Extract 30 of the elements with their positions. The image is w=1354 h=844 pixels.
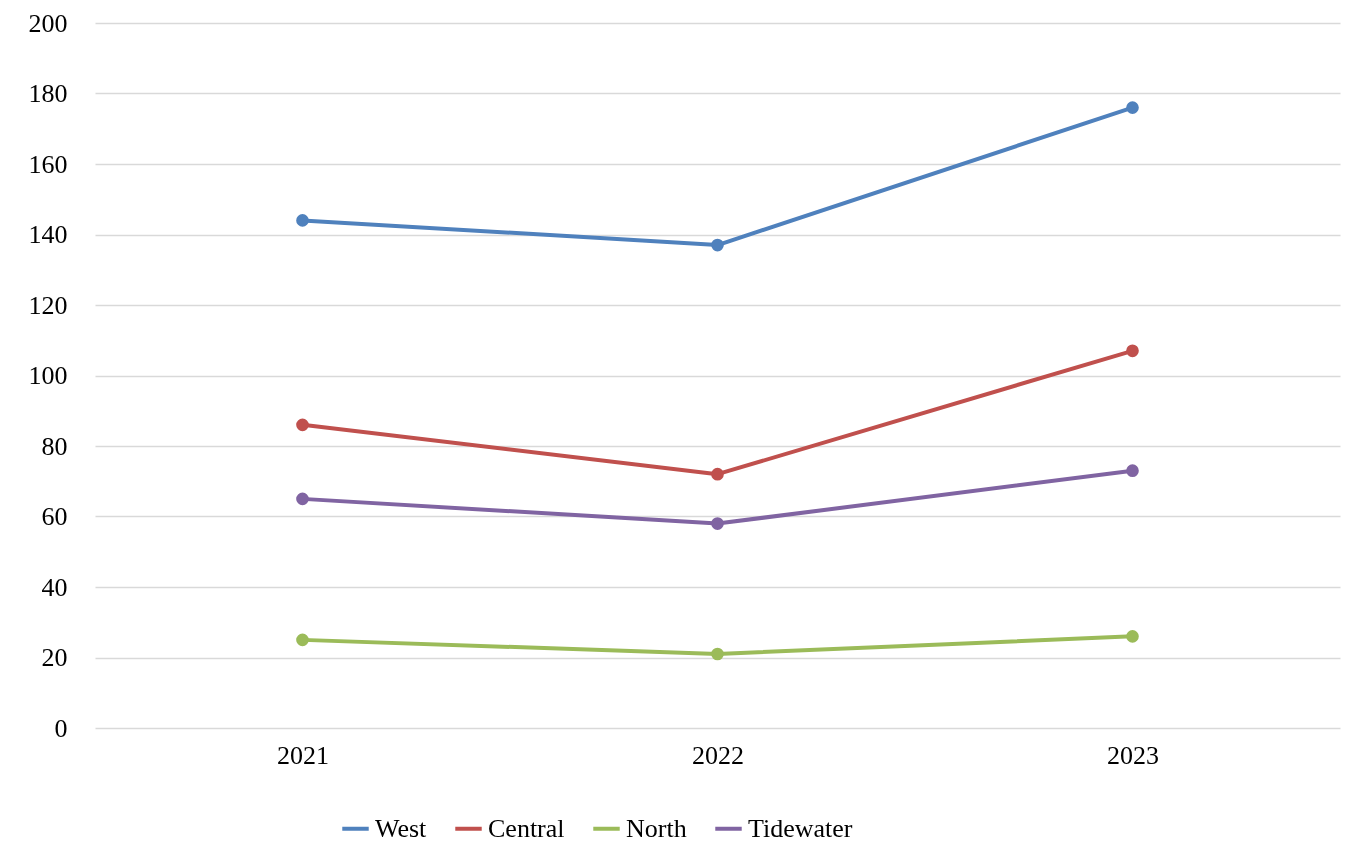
y-tick-label: 80 bbox=[41, 431, 68, 461]
legend-label: Central bbox=[488, 813, 565, 843]
point bbox=[711, 238, 724, 252]
point bbox=[1126, 630, 1139, 643]
point bbox=[1126, 464, 1139, 477]
legend-label: North bbox=[626, 813, 687, 843]
x-tick-label: 2023 bbox=[1107, 740, 1159, 770]
point bbox=[296, 633, 309, 647]
y-tick-label: 0 bbox=[54, 713, 68, 743]
y-tick-label: 180 bbox=[28, 79, 68, 108]
legend-label: West bbox=[375, 813, 428, 843]
y-tick-label: 100 bbox=[28, 361, 68, 390]
point bbox=[296, 214, 309, 227]
y-tick-label: 40 bbox=[41, 572, 68, 602]
x-tick-label: 2021 bbox=[277, 740, 329, 770]
point bbox=[711, 467, 724, 481]
legend-label: Tidewater bbox=[748, 813, 853, 843]
y-tick-label: 60 bbox=[41, 502, 68, 531]
point bbox=[296, 492, 309, 506]
point bbox=[1126, 101, 1139, 114]
y-tick-label: 200 bbox=[28, 8, 68, 38]
y-tick-label: 140 bbox=[28, 220, 68, 249]
y-tick-label: 120 bbox=[28, 290, 68, 320]
y-tick-label: 20 bbox=[41, 643, 68, 672]
point bbox=[296, 418, 309, 432]
x-tick-label: 2022 bbox=[692, 740, 744, 770]
point bbox=[711, 517, 724, 530]
point bbox=[711, 647, 724, 661]
y-tick-label: 160 bbox=[28, 149, 68, 179]
point bbox=[1126, 344, 1139, 358]
